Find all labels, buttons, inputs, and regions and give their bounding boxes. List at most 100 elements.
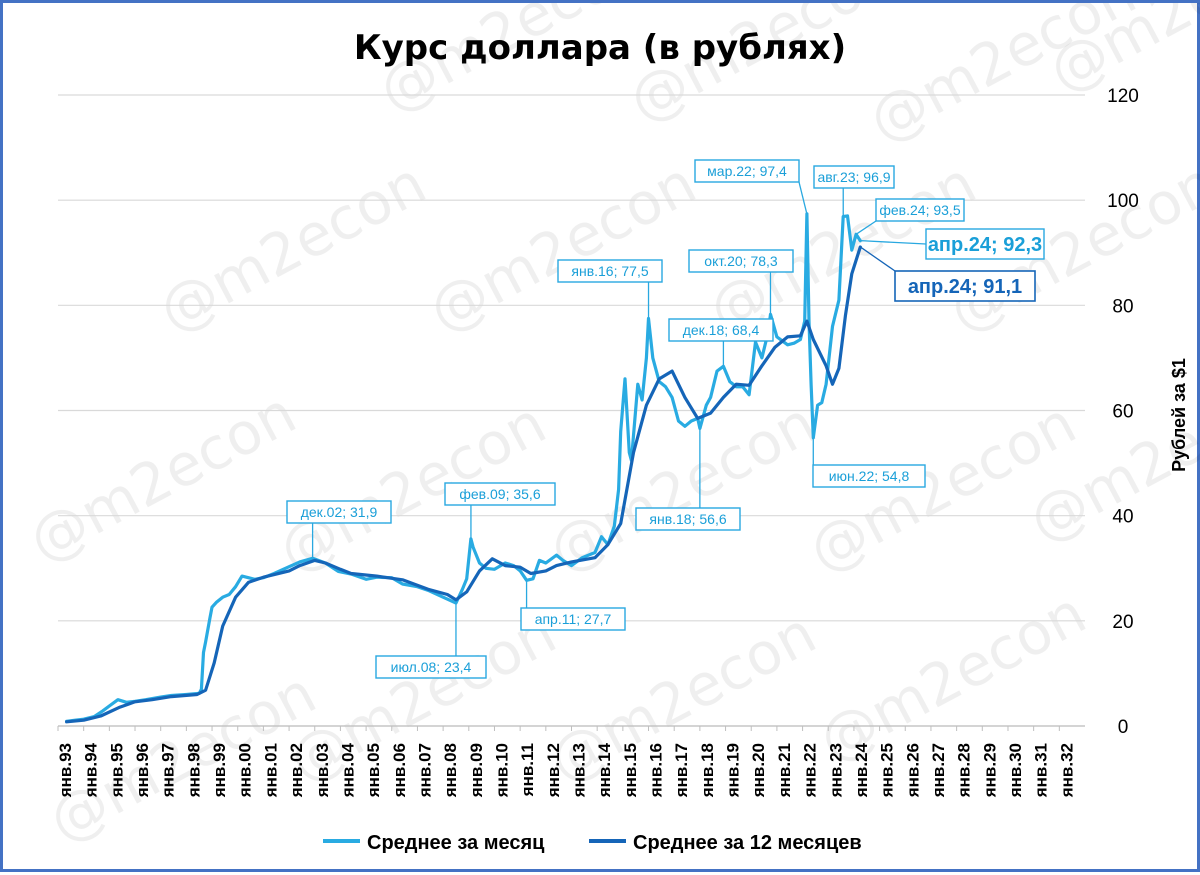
x-tick-label: янв.32: [1057, 743, 1076, 798]
annotation-label: дек.02; 31,9: [301, 504, 378, 520]
x-tick-label: янв.12: [544, 743, 563, 798]
chart-title: Курс доллара (в рублях): [354, 28, 846, 68]
annotation-callout: июл.08; 23,4: [375, 602, 487, 679]
x-tick-label: янв.20: [749, 743, 768, 798]
annotation-box: [668, 318, 774, 342]
y-tick-label: 80: [1112, 296, 1133, 317]
watermark-text: @m2econ: [538, 389, 827, 586]
x-tick-label: янв.01: [261, 743, 280, 798]
legend: Среднее за месяц Среднее за 12 месяцев: [323, 832, 862, 854]
x-tick-label: янв.15: [621, 743, 640, 798]
x-tick-label: янв.25: [878, 743, 897, 798]
annotation-box: [894, 270, 1036, 302]
x-tick-label: янв.04: [338, 742, 357, 798]
x-tick-label: янв.95: [107, 743, 126, 798]
annotation-label: июн.22; 54,8: [829, 468, 910, 484]
x-tick-label: янв.03: [313, 743, 332, 798]
x-tick-label: янв.96: [133, 743, 152, 798]
y-tick-label: 120: [1107, 86, 1139, 107]
x-tick-label: янв.23: [826, 743, 845, 798]
x-tick-label: янв.00: [236, 743, 255, 798]
annotation-box: [444, 482, 556, 506]
y-tick-label: 0: [1118, 717, 1129, 738]
annotation-label: фев.24; 93,5: [879, 202, 960, 218]
x-tick-label: янв.98: [184, 743, 203, 798]
annotation-callout: апр.24; 91,1: [859, 246, 1036, 302]
annotation-label: окт.20; 78,3: [704, 253, 778, 269]
watermark-text: @m2econ: [18, 379, 307, 576]
chart-canvas: @m2econ@m2econ@m2econ@m2econ@m2econ@m2ec…: [18, 3, 1200, 855]
annotation-leader: [798, 181, 808, 214]
x-tick-label: янв.31: [1032, 743, 1051, 798]
annotation-label: дек.18; 68,4: [683, 322, 760, 338]
annotation-label: апр.24; 91,1: [908, 276, 1022, 298]
x-tick-label: янв.21: [775, 743, 794, 798]
annotation-label: фев.09; 35,6: [459, 486, 540, 502]
x-tick-label: янв.26: [903, 743, 922, 798]
annotation-leader: [855, 220, 877, 235]
annotation-label: апр.24; 92,3: [928, 234, 1042, 256]
x-tick-label: янв.10: [492, 743, 511, 798]
x-tick-label: янв.30: [1006, 743, 1025, 798]
y-axis-ticks: 0 20 40 60 80 100 120: [1107, 86, 1139, 738]
x-tick-label: янв.19: [724, 743, 743, 798]
y-axis-label: Рублей за $1: [1169, 358, 1189, 472]
annotation-callout: янв.16; 77,5: [557, 259, 663, 319]
y-tick-label: 100: [1107, 191, 1139, 212]
annotation-callout: фев.24; 93,5: [855, 198, 965, 235]
annotation-label: янв.18; 56,6: [649, 511, 726, 527]
annotation-box: [688, 249, 794, 273]
x-tick-label: янв.17: [672, 743, 691, 798]
annotation-callout: фев.09; 35,6: [444, 482, 556, 539]
watermark-text: @m2econ: [418, 149, 707, 346]
x-tick-label: янв.97: [159, 743, 178, 798]
annotation-callout: янв.18; 56,6: [635, 428, 741, 531]
x-tick-label: янв.08: [441, 743, 460, 798]
y-tick-label: 20: [1112, 612, 1133, 633]
x-tick-label: янв.99: [210, 743, 229, 798]
x-tick-label: янв.14: [595, 742, 614, 798]
y-tick-label: 40: [1112, 507, 1133, 528]
x-tick-label: янв.11: [518, 743, 537, 797]
y-tick-label: 60: [1112, 402, 1133, 423]
annotations: дек.02; 31,9 июл.08; 23,4 фев.09; 35,6 апр.…: [286, 159, 1045, 679]
annotation-label: июл.08; 23,4: [391, 659, 472, 675]
annotation-callout: дек.02; 31,9: [286, 500, 392, 559]
legend-label-12m: Среднее за 12 месяцев: [633, 832, 862, 854]
annotation-box: [557, 259, 663, 283]
x-tick-label: янв.27: [929, 743, 948, 798]
annotation-callout: апр.24; 92,3: [860, 228, 1045, 260]
x-tick-label: янв.02: [287, 743, 306, 798]
x-axis-ticks: янв.93 янв.94 янв.95 янв.96 янв.97 янв.98 янв.…: [56, 726, 1076, 798]
annotation-callout: авг.23; 96,9: [813, 165, 895, 217]
annotation-label: авг.23; 96,9: [817, 169, 890, 185]
watermark-text: @m2econ: [148, 149, 437, 346]
x-tick-label: янв.22: [801, 743, 820, 798]
annotation-label: мар.22; 97,4: [707, 163, 787, 179]
annotation-box: [375, 655, 487, 679]
x-tick-label: янв.24: [852, 742, 871, 798]
series-line-12m: [65, 245, 862, 724]
x-tick-label: янв.93: [56, 743, 75, 798]
x-tick-label: янв.18: [698, 743, 717, 798]
x-tick-label: янв.16: [647, 743, 666, 798]
annotation-leader: [860, 240, 927, 245]
annotation-box: [694, 159, 800, 183]
watermark-text: @m2econ: [618, 3, 907, 135]
x-tick-label: янв.13: [570, 743, 589, 798]
watermarks: @m2econ@m2econ@m2econ@m2econ@m2econ@m2ec…: [18, 3, 1200, 855]
annotation-callout: апр.11; 27,7: [520, 580, 626, 631]
x-tick-label: янв.09: [467, 743, 486, 798]
x-tick-label: янв.06: [390, 743, 409, 798]
annotation-callout: июн.22; 54,8: [812, 437, 926, 488]
annotation-label: янв.16; 77,5: [571, 263, 648, 279]
x-tick-label: янв.05: [364, 743, 383, 798]
annotation-box: [812, 464, 926, 488]
annotation-callout: мар.22; 97,4: [694, 159, 808, 214]
annotation-leader: [859, 246, 896, 272]
annotation-box: [286, 500, 392, 524]
annotation-box: [635, 507, 741, 531]
x-tick-label: янв.29: [980, 743, 999, 798]
annotation-box: [520, 607, 626, 631]
